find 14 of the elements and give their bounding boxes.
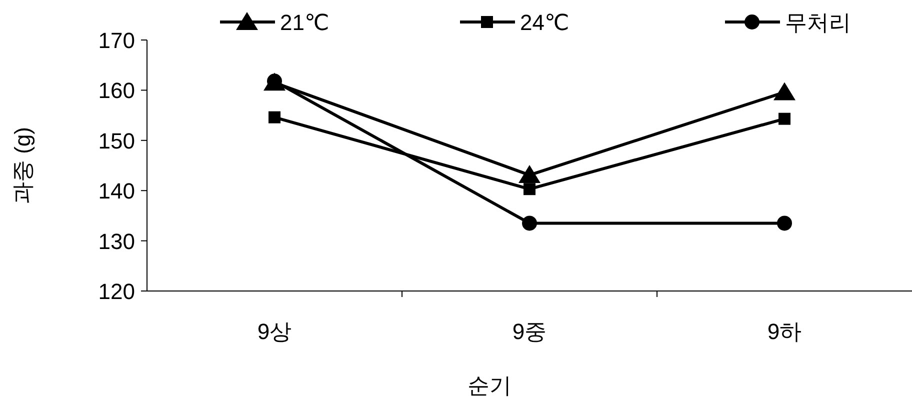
y-tick-label: 120 (98, 279, 135, 304)
x-tick-label: 9상 (257, 319, 292, 344)
y-tick-label: 130 (98, 228, 135, 254)
x-tick-label: 9중 (512, 319, 547, 344)
x-tick-label: 9하 (767, 319, 802, 344)
legend-label: 24℃ (520, 10, 570, 35)
x-axis-title: 순기 (468, 373, 512, 398)
y-tick-label: 170 (98, 28, 135, 53)
y-tick-label: 150 (98, 128, 135, 154)
legend-label: 21℃ (280, 10, 330, 35)
y-tick-label: 140 (98, 178, 135, 204)
y-axis-title: 과중 (g) (10, 127, 35, 204)
legend-label: 무처리 (785, 10, 851, 35)
y-tick-label: 160 (98, 78, 135, 104)
